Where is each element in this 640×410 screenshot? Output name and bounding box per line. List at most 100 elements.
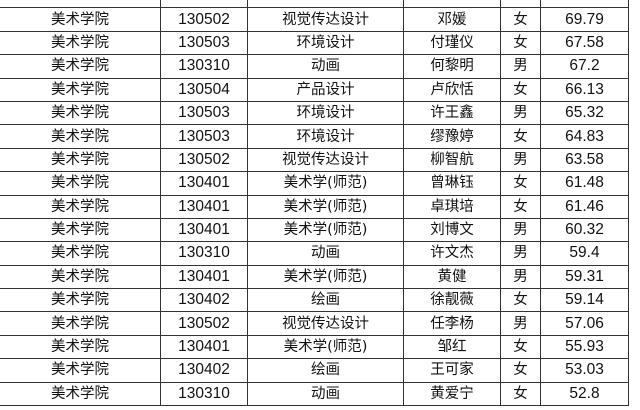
score-cell: 63.58 [540, 147, 629, 173]
college-cell: 美术学院 [0, 358, 161, 383]
major-code-cell: 130401 [160, 334, 248, 360]
student-name-cell: 黄健 [403, 264, 501, 290]
table-row: 美术学院 130503 环境设计 缪豫婷女 64.83 [0, 124, 629, 149]
table-row: 美术学院 130502 视觉传达设计 邓媛女 69.79 [0, 7, 629, 32]
score-cell: 67.58 [540, 30, 629, 56]
major-code-cell: 130402 [160, 288, 248, 313]
major-code-cell: 130401 [160, 217, 248, 243]
gender-cell: 女 [500, 194, 541, 219]
college-cell: 美术学院 [0, 381, 161, 407]
student-name-cell: 卓琪培 [403, 194, 501, 219]
college-cell: 美术学院 [0, 241, 161, 266]
gender-cell: 女 [500, 288, 541, 313]
score-cell: 66.13 [540, 77, 629, 102]
major-code-cell: 130401 [160, 171, 248, 196]
gender-cell: 女 [500, 334, 541, 360]
score-cell: 61.46 [540, 194, 629, 219]
college-cell: 美术学院 [0, 30, 161, 56]
major-code-cell: 130503 [160, 100, 248, 126]
major-code-cell: 130401 [160, 194, 248, 219]
student-name-cell: 许王鑫 [403, 100, 501, 126]
student-name-cell: 徐靓薇 [403, 288, 501, 313]
student-name-cell: 曾琳钰 [403, 171, 501, 196]
score-cell: 53.03 [540, 358, 629, 383]
student-name-cell: 黄爱宁 [403, 381, 501, 407]
major-name-cell: 美术学(师范) [247, 194, 404, 219]
major-name-cell: 绘画 [247, 288, 404, 313]
student-name-cell: 何黎明 [403, 54, 501, 79]
major-name-cell: 绘画 [247, 358, 404, 383]
gender-cell: 女 [500, 7, 541, 32]
college-cell: 美术学院 [0, 77, 161, 102]
student-name-cell: 柳智航 [403, 147, 501, 173]
major-name-cell: 动画 [247, 54, 404, 79]
table-row: 美术学院 130402 绘画 徐靓薇女 59.14 [0, 288, 629, 313]
table-row: 美术学院 130401 美术学(师范) 曾琳钰女 61.48 [0, 171, 629, 196]
college-cell: 美术学院 [0, 334, 161, 360]
college-cell: 美术学院 [0, 194, 161, 219]
major-code-cell: 130503 [160, 124, 248, 149]
major-name-cell: 产品设计 [247, 77, 404, 102]
table-row: 美术学院 130310 动画 何黎明男 67.2 [0, 54, 629, 79]
gender-cell: 男 [500, 100, 541, 126]
score-cell: 64.83 [540, 124, 629, 149]
major-code-cell: 130502 [160, 147, 248, 173]
table-row: 美术学院 130504 产品设计 卢欣恬女 66.13 [0, 77, 629, 102]
score-cell: 61.48 [540, 171, 629, 196]
major-name-cell: 动画 [247, 381, 404, 407]
student-name-cell: 邓媛 [403, 7, 501, 32]
gender-cell: 女 [500, 381, 541, 407]
college-cell: 美术学院 [0, 124, 161, 149]
table-row-partial [0, 0, 629, 9]
gender-cell: 女 [500, 358, 541, 383]
major-name-cell: 视觉传达设计 [247, 7, 404, 32]
student-name-cell: 王可家 [403, 358, 501, 383]
major-code-cell: 130502 [160, 7, 248, 32]
score-cell: 59.4 [540, 241, 629, 266]
major-name-cell: 环境设计 [247, 100, 404, 126]
college-cell: 美术学院 [0, 311, 161, 336]
gender-cell: 男 [500, 217, 541, 243]
table-row: 美术学院 130401 美术学(师范) 卓琪培女 61.46 [0, 194, 629, 219]
major-name-cell: 环境设计 [247, 30, 404, 56]
student-name-cell: 任李杨 [403, 311, 501, 336]
gender-cell: 男 [500, 311, 541, 336]
table-row: 美术学院 130402 绘画 王可家女 53.03 [0, 358, 629, 383]
gender-cell: 女 [500, 124, 541, 149]
gender-cell: 男 [500, 54, 541, 79]
student-name-cell: 缪豫婷 [403, 124, 501, 149]
table-row: 美术学院 130503 环境设计 付瑾仪女 67.58 [0, 30, 629, 56]
major-code-cell: 130503 [160, 30, 248, 56]
table-row: 美术学院 130502 视觉传达设计 任李杨男 57.06 [0, 311, 629, 336]
major-code-cell: 130401 [160, 264, 248, 290]
college-cell: 美术学院 [0, 264, 161, 290]
score-cell: 67.2 [540, 54, 629, 79]
gender-cell: 女 [500, 77, 541, 102]
major-name-cell: 美术学(师范) [247, 264, 404, 290]
major-code-cell: 130504 [160, 77, 248, 102]
major-code-cell: 130310 [160, 54, 248, 79]
major-code-cell: 130310 [160, 381, 248, 407]
gender-cell: 男 [500, 147, 541, 173]
major-name-cell: 美术学(师范) [247, 171, 404, 196]
major-code-cell: 130310 [160, 241, 248, 266]
major-name-cell: 美术学(师范) [247, 334, 404, 360]
score-cell: 65.32 [540, 100, 629, 126]
college-cell: 美术学院 [0, 100, 161, 126]
major-name-cell: 视觉传达设计 [247, 311, 404, 336]
score-cell: 60.32 [540, 217, 629, 243]
student-name-cell: 卢欣恬 [403, 77, 501, 102]
major-name-cell: 环境设计 [247, 124, 404, 149]
table-row: 美术学院 130401 美术学(师范) 邹红女 55.93 [0, 334, 629, 360]
college-cell: 美术学院 [0, 171, 161, 196]
college-cell: 美术学院 [0, 288, 161, 313]
score-cell: 55.93 [540, 334, 629, 360]
score-cell: 59.14 [540, 288, 629, 313]
gender-cell: 女 [500, 171, 541, 196]
table-row: 美术学院 130401 美术学(师范) 刘博文男 60.32 [0, 217, 629, 243]
score-cell: 57.06 [540, 311, 629, 336]
gender-cell: 男 [500, 264, 541, 290]
student-score-table: 美术学院 130502 视觉传达设计 邓媛女 69.79 美术学院 130503 环境设计 付瑾… [0, 0, 629, 407]
score-cell: 59.31 [540, 264, 629, 290]
major-name-cell: 美术学(师范) [247, 217, 404, 243]
